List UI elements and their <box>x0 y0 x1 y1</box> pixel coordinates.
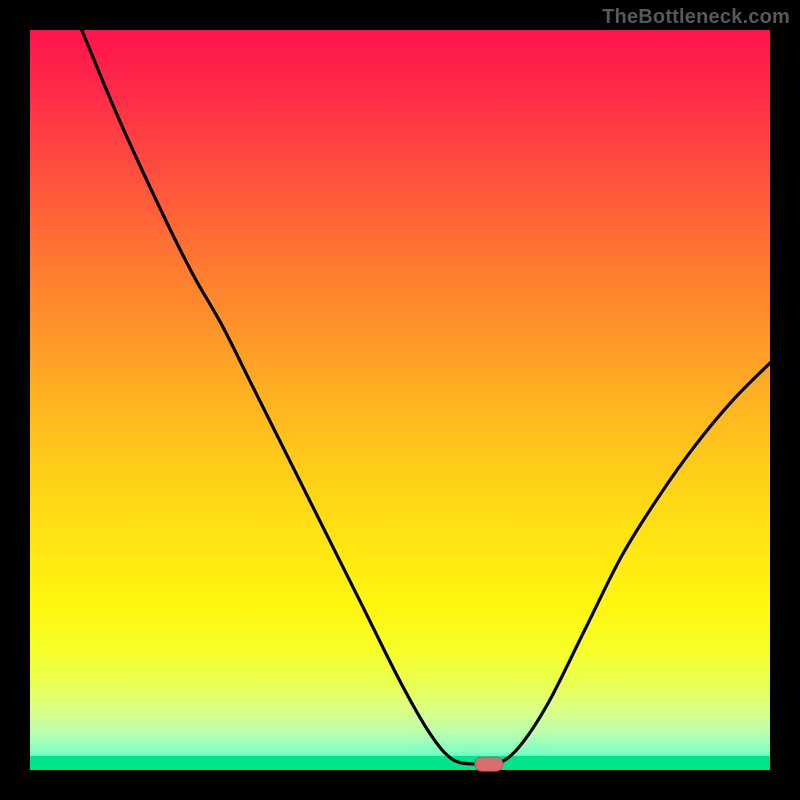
watermark-text: TheBottleneck.com <box>602 6 790 29</box>
plot-background <box>30 30 770 770</box>
green-band <box>30 756 770 770</box>
bottleneck-chart <box>0 0 800 800</box>
optimum-marker <box>475 757 503 771</box>
chart-frame: TheBottleneck.com <box>0 0 800 800</box>
